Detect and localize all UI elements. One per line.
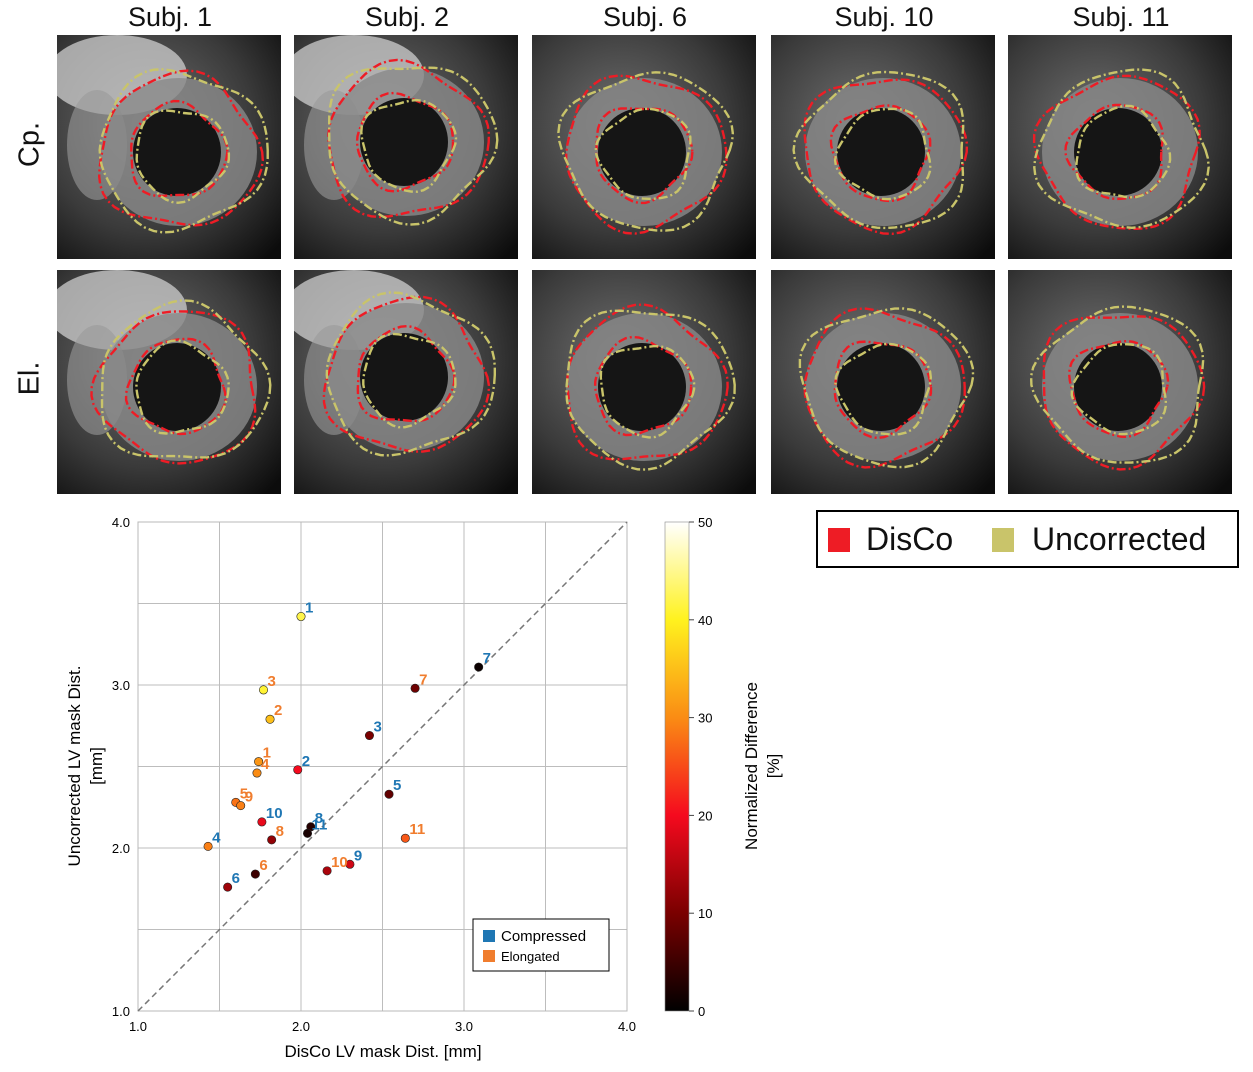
point-compressed-9 bbox=[345, 859, 355, 869]
colorbar-tick-label: 0 bbox=[698, 1004, 705, 1019]
point-compressed-6 bbox=[223, 882, 233, 892]
point-label-elongated-4: 4 bbox=[261, 756, 270, 773]
y-axis-label-line-1: Uncorrected LV mask Dist. bbox=[65, 666, 84, 867]
colorbar-label-line-1: Normalized Difference bbox=[742, 682, 761, 850]
column-title-subj-10: Subj. 10 bbox=[834, 2, 934, 32]
series-legend-box bbox=[472, 918, 610, 972]
x-tick-label: 2.0 bbox=[292, 1019, 310, 1034]
point-elongated-6 bbox=[250, 869, 260, 879]
column-title-subj-2: Subj. 2 bbox=[364, 2, 450, 32]
mri-panel-cp-col-3 bbox=[532, 35, 756, 259]
point-compressed-7 bbox=[474, 662, 484, 672]
x-tick-label: 1.0 bbox=[129, 1019, 147, 1034]
point-label-compressed-7: 7 bbox=[483, 650, 491, 667]
point-label-compressed-4: 4 bbox=[212, 829, 221, 846]
y-tick-label: 2.0 bbox=[112, 841, 130, 856]
column-title-subj-1: Subj. 1 bbox=[127, 2, 213, 32]
point-label-compressed-2: 2 bbox=[302, 753, 310, 770]
point-label-compressed-1: 1 bbox=[305, 600, 313, 617]
x-tick-label: 4.0 bbox=[618, 1019, 636, 1034]
point-elongated-11 bbox=[400, 833, 410, 843]
colorbar-label-line-2: [%] bbox=[764, 754, 783, 779]
colorbar-tick-label: 50 bbox=[698, 515, 712, 530]
column-title-subj-11: Subj. 11 bbox=[1072, 2, 1170, 32]
y-tick-label: 3.0 bbox=[112, 678, 130, 693]
point-elongated-7 bbox=[410, 683, 420, 693]
mri-panel-cp-col-1 bbox=[57, 35, 281, 259]
point-label-compressed-6: 6 bbox=[232, 870, 240, 887]
point-label-compressed-10: 10 bbox=[266, 805, 283, 822]
identity-line bbox=[137, 521, 628, 1012]
mri-panel-el-col-1 bbox=[57, 270, 281, 494]
point-compressed-1 bbox=[296, 612, 306, 622]
point-label-elongated-10: 10 bbox=[331, 854, 348, 871]
point-compressed-4 bbox=[203, 841, 213, 851]
contour-legend: DisCo Uncorrected bbox=[816, 510, 1239, 568]
y-tick-label: 4.0 bbox=[112, 515, 130, 530]
colorbar bbox=[664, 521, 690, 1012]
point-label-elongated-11: 11 bbox=[409, 821, 425, 838]
point-label-compressed-3: 3 bbox=[373, 719, 381, 736]
legend-label-disco: DisCo bbox=[866, 521, 954, 557]
row-title-elongated: El. bbox=[13, 361, 46, 396]
colorbar-tick-label: 30 bbox=[698, 711, 712, 726]
y-axis-label-line-2: [mm] bbox=[87, 747, 106, 785]
series-legend-swatch-compressed bbox=[483, 930, 495, 942]
point-label-elongated-6: 6 bbox=[259, 857, 267, 874]
x-axis-label: DisCo LV mask Dist. [mm] bbox=[284, 1042, 481, 1061]
point-label-elongated-5: 5 bbox=[240, 785, 248, 802]
mri-panel-el-col-2 bbox=[294, 270, 518, 494]
mri-panel-el-col-5 bbox=[1008, 270, 1232, 494]
point-compressed-11 bbox=[303, 828, 313, 838]
colorbar-tick-label: 10 bbox=[698, 906, 712, 921]
mri-panel-el-col-4 bbox=[771, 270, 995, 494]
row-title-compressed: Cp. bbox=[13, 121, 46, 168]
point-label-compressed-11: 11 bbox=[312, 816, 328, 833]
series-legend-label-compressed: Compressed bbox=[501, 928, 586, 945]
point-compressed-10 bbox=[257, 817, 267, 827]
point-label-compressed-8: 8 bbox=[315, 810, 323, 827]
mri-panel-el-col-3 bbox=[532, 270, 756, 494]
plot-frame bbox=[137, 521, 628, 1012]
series-legend-swatch-elongated bbox=[483, 950, 495, 962]
point-compressed-3 bbox=[364, 731, 374, 741]
y-tick-label: 1.0 bbox=[112, 1004, 130, 1019]
point-label-elongated-9: 9 bbox=[245, 789, 253, 806]
point-label-elongated-2: 2 bbox=[274, 702, 282, 719]
point-label-compressed-9: 9 bbox=[354, 847, 362, 864]
point-elongated-10 bbox=[322, 866, 332, 876]
point-elongated-8 bbox=[267, 835, 277, 845]
point-label-elongated-3: 3 bbox=[268, 673, 276, 690]
x-tick-label: 3.0 bbox=[455, 1019, 473, 1034]
point-elongated-1 bbox=[254, 757, 264, 767]
point-elongated-9 bbox=[236, 801, 246, 811]
scatter-chart: 1.0 2.0 3.0 4.0 1.0 2.0 3.0 4.0 DisCo LV mask D… bbox=[65, 515, 783, 1061]
legend-label-uncorrected: Uncorrected bbox=[1032, 521, 1207, 557]
legend-swatch-disco bbox=[828, 528, 850, 552]
legend-swatch-uncorrected bbox=[992, 528, 1014, 552]
point-elongated-3 bbox=[259, 685, 269, 695]
point-elongated-2 bbox=[265, 714, 275, 724]
point-label-elongated-7: 7 bbox=[419, 671, 427, 688]
column-title-subj-6: Subj. 6 bbox=[602, 2, 688, 32]
mri-panel-cp-col-5 bbox=[1008, 35, 1232, 259]
colorbar-tick-label: 20 bbox=[698, 808, 712, 823]
point-label-elongated-1: 1 bbox=[263, 745, 271, 762]
point-label-elongated-8: 8 bbox=[276, 823, 284, 840]
colorbar-tick-label: 40 bbox=[698, 613, 712, 628]
point-label-compressed-5: 5 bbox=[393, 777, 401, 794]
point-compressed-2 bbox=[293, 765, 303, 775]
series-legend-label-elongated: Elongated bbox=[501, 949, 560, 964]
mri-panel-cp-col-2 bbox=[294, 35, 518, 259]
mri-panel-cp-col-4 bbox=[771, 35, 995, 259]
point-compressed-5 bbox=[384, 789, 394, 799]
point-elongated-4 bbox=[252, 768, 262, 778]
